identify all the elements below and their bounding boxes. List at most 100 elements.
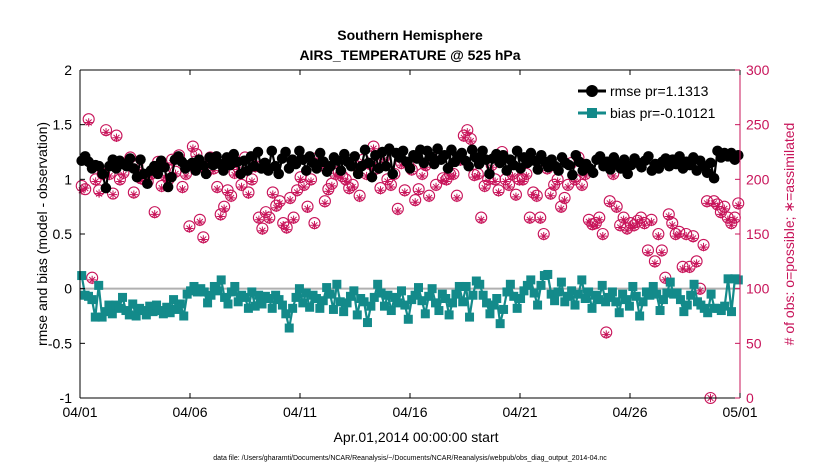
assimilated-obs-point [692,259,701,268]
bias-point [257,299,267,309]
assimilated-obs-point [209,166,218,175]
assimilated-obs-point [160,172,170,182]
chart-title-line2: AIRS_TEMPERATURE @ 525 hPa [299,47,520,63]
rmse-point [532,164,544,175]
right-y-tick-label: 150 [746,226,770,242]
bias-point [733,275,743,285]
assimilated-obs-point [581,171,590,181]
bias-point [550,296,560,306]
bias-point [723,274,733,284]
bias-point [390,292,400,302]
rmse-point [280,146,291,158]
bias-point [434,306,444,316]
bias-point [648,281,658,291]
bias-point [675,295,685,305]
assimilated-obs-point [369,144,378,153]
bias-point [291,292,301,302]
chart-title-line1: Southern Hemisphere [337,27,483,43]
bias-point [662,288,672,298]
rmse-point [446,144,457,156]
bias-point [614,308,624,318]
assimilated-obs-point [84,118,93,127]
assimilated-obs-point [556,204,566,214]
rmse-point [477,145,488,157]
assimilated-obs-point [338,174,347,183]
bias-point [359,297,369,307]
assimilated-obs-point [258,226,267,235]
left-y-axis-label: rmse and bias (model - observation) [34,122,50,346]
bias-point [726,307,736,317]
bias-point [536,280,546,290]
bias-point [444,310,454,320]
assimilated-obs-point [115,177,125,186]
bias-point [328,304,338,314]
assimilated-obs-point [355,193,364,203]
rmse-point [563,159,575,171]
bias-point [488,300,498,310]
rmse-point [484,168,495,180]
bias-point [203,298,213,308]
bias-point [226,287,236,297]
bias-point [495,319,505,329]
bias-point [152,300,162,310]
assimilated-obs-point [598,231,607,241]
rmse-point [705,157,716,169]
assimilated-obs-point [348,182,357,192]
assimilated-obs-point [289,215,298,224]
assimilated-obs-point [702,199,712,208]
x-tick-label: 04/26 [612,404,647,420]
assimilated-obs-point [647,217,656,227]
assimilated-obs-point [244,190,253,199]
bias-point [567,286,577,296]
bias-point [77,271,87,281]
bias-point [658,295,668,305]
data-file-footnote: data file: /Users/gharamti/Documents/NCA… [213,455,607,462]
legend-rmse-label: rmse pr=1.1313 [610,83,709,99]
bias-point [376,288,386,298]
rmse-point [314,147,326,159]
assimilated-obs-point [101,128,111,137]
assimilated-obs-point [459,133,469,142]
bias-point [386,306,396,316]
bias-point [689,279,699,289]
right-y-tick-label: 0 [746,390,754,406]
assimilated-obs-point [77,186,86,195]
assimilated-obs-point [525,215,535,224]
rmse-point [335,165,347,176]
assimilated-obs-point [438,176,448,185]
right-y-tick-label: 250 [746,117,770,133]
bias-point [220,292,230,302]
assimilated-obs-point [261,210,271,219]
bias-point [379,301,389,311]
rmse-point [553,165,564,176]
bias-point [277,300,287,310]
assimilated-obs-point [546,191,555,200]
bias-point [400,300,410,310]
bias-point [294,284,304,294]
assimilated-obs-point [494,188,503,197]
assimilated-obs-point [681,231,691,241]
assimilated-obs-point [272,203,281,212]
assimilated-obs-point [94,189,104,198]
bias-point [451,289,461,299]
assimilated-obs-point [615,223,625,232]
assimilated-obs-point [636,215,646,224]
assimilated-obs-point [129,190,139,199]
bias-point [216,275,226,285]
bias-point [431,298,441,308]
assimilated-obs-point [275,199,284,208]
bias-point [410,290,420,300]
bias-point [281,309,291,319]
legend-box [544,76,732,124]
assimilated-obs-point [716,210,726,219]
bias-point [213,286,223,296]
left-y-tick-label: -0.5 [48,335,72,351]
bias-point [264,294,274,304]
bias-point [148,307,158,317]
rmse-point [135,154,146,165]
bias-point [393,298,403,308]
bias-point [420,309,430,319]
bias-point [553,287,563,297]
bias-point [638,297,648,307]
